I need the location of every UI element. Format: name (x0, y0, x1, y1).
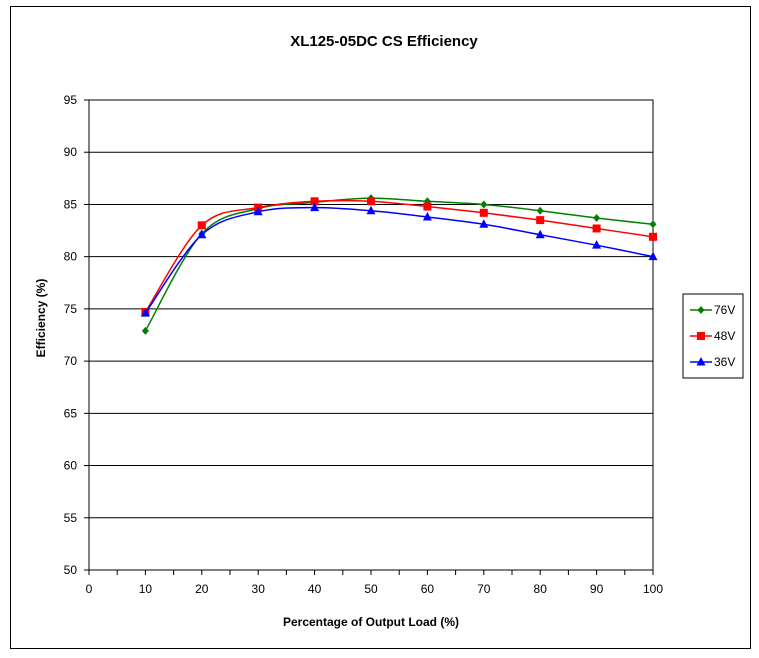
data-point-48V (649, 232, 657, 241)
data-point-36V (648, 251, 658, 261)
y-tick-label: 70 (64, 354, 78, 368)
x-tick-label: 30 (252, 582, 266, 596)
y-tick-label: 55 (64, 511, 78, 525)
x-tick-label: 70 (477, 582, 491, 596)
series-36V (140, 202, 658, 317)
data-point-76V (593, 214, 601, 223)
data-point-36V (253, 206, 263, 216)
data-point-76V (141, 326, 149, 335)
x-tick-label: 0 (86, 582, 93, 596)
chart-frame (10, 6, 751, 649)
axis-ticks: 50 55 60 65 70 75 80 85 90 95 0 10 20 30 40 50 60 70 80 90 1… (64, 93, 664, 596)
data-point-48V (310, 197, 319, 206)
x-tick-label: 20 (195, 582, 209, 596)
y-tick-label: 80 (64, 250, 78, 264)
data-point-48V (479, 208, 488, 217)
y-tick-label: 90 (64, 145, 78, 159)
data-point-76V (649, 220, 657, 229)
data-point-48V (592, 224, 601, 233)
x-tick-label: 40 (308, 582, 322, 596)
x-axis-title: Percentage of Output Load (%) (283, 615, 459, 629)
series-layer (140, 194, 658, 335)
y-tick-label: 75 (64, 302, 78, 316)
legend-label-48V: 48V (714, 329, 735, 343)
y-axis-title: Efficiency (%) (34, 279, 48, 358)
data-point-36V (140, 308, 150, 317)
data-point-36V (535, 229, 545, 239)
grid-lines (89, 151, 653, 519)
x-tick-label: 50 (364, 582, 378, 596)
y-tick-label: 60 (64, 459, 78, 473)
legend: 76V 48V 36V (682, 293, 744, 379)
data-point-36V (310, 202, 320, 212)
y-tick-label: 85 (64, 197, 78, 211)
legend-marker-48V (697, 332, 705, 340)
x-tick-label: 60 (421, 582, 435, 596)
series-76V (141, 194, 657, 335)
y-tick-label: 95 (64, 93, 78, 107)
x-tick-label: 10 (139, 582, 153, 596)
legend-marker-76V (697, 306, 705, 314)
data-point-36V (479, 219, 489, 228)
x-tick-label: 90 (590, 582, 604, 596)
series-line-76V (144, 197, 654, 332)
data-point-36V (197, 229, 207, 239)
data-point-36V (592, 240, 602, 249)
data-point-36V (366, 205, 376, 215)
data-point-48V (536, 216, 545, 225)
series-line-48V (144, 199, 654, 313)
legend-label-36V: 36V (714, 355, 735, 369)
series-line-36V (144, 206, 654, 314)
data-point-48V (367, 197, 375, 206)
chart-title: XL125-05DC CS Efficiency (290, 33, 478, 50)
legend-marker-36V (696, 357, 706, 366)
y-tick-label: 50 (64, 563, 78, 577)
legend-box (682, 293, 744, 379)
plot-area (88, 99, 654, 571)
data-point-76V (480, 200, 488, 209)
y-tick-label: 65 (64, 406, 78, 420)
data-point-48V (197, 221, 206, 230)
x-tick-label: 80 (534, 582, 548, 596)
data-point-36V (422, 211, 432, 221)
data-point-48V (423, 202, 432, 211)
legend-label-76V: 76V (714, 303, 735, 317)
x-tick-label: 100 (643, 582, 663, 596)
data-point-76V (536, 206, 544, 215)
